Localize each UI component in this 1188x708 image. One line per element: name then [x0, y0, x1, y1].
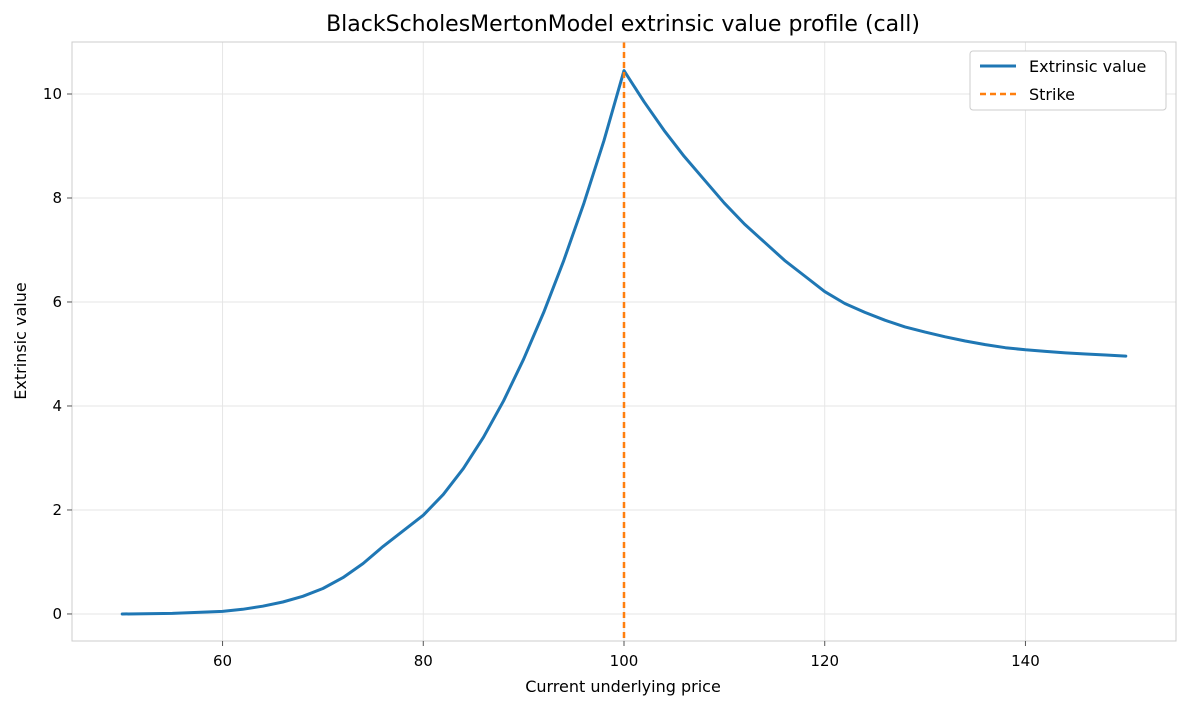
- y-axis-label: Extrinsic value: [11, 282, 30, 399]
- y-tick-label: 8: [52, 189, 62, 207]
- legend-label-extrinsic-value: Extrinsic value: [1029, 57, 1146, 76]
- ticks: 60 80 100 120 140 0 2 4 6 8 10: [43, 85, 1040, 670]
- x-axis-label: Current underlying price: [525, 677, 721, 696]
- legend-label-strike: Strike: [1029, 85, 1075, 104]
- grid: [72, 42, 1176, 641]
- series-layer: [120, 42, 1128, 641]
- y-tick-label: 0: [52, 605, 62, 623]
- legend-box: [969, 50, 1167, 111]
- y-tick-label: 2: [52, 501, 62, 519]
- y-tick-label: 10: [43, 85, 62, 103]
- x-tick-label: 140: [1011, 652, 1040, 670]
- chart-title: BlackScholesMertonModel extrinsic value …: [326, 12, 920, 37]
- x-tick-label: 60: [213, 652, 232, 670]
- x-tick-label: 120: [810, 652, 839, 670]
- x-tick-label: 80: [414, 652, 433, 670]
- legend: Extrinsic value Strike: [969, 50, 1167, 111]
- y-tick-label: 4: [52, 397, 62, 415]
- y-tick-label: 6: [52, 293, 62, 311]
- x-tick-label: 100: [610, 652, 639, 670]
- series-line-extrinsic-value: [120, 69, 1128, 616]
